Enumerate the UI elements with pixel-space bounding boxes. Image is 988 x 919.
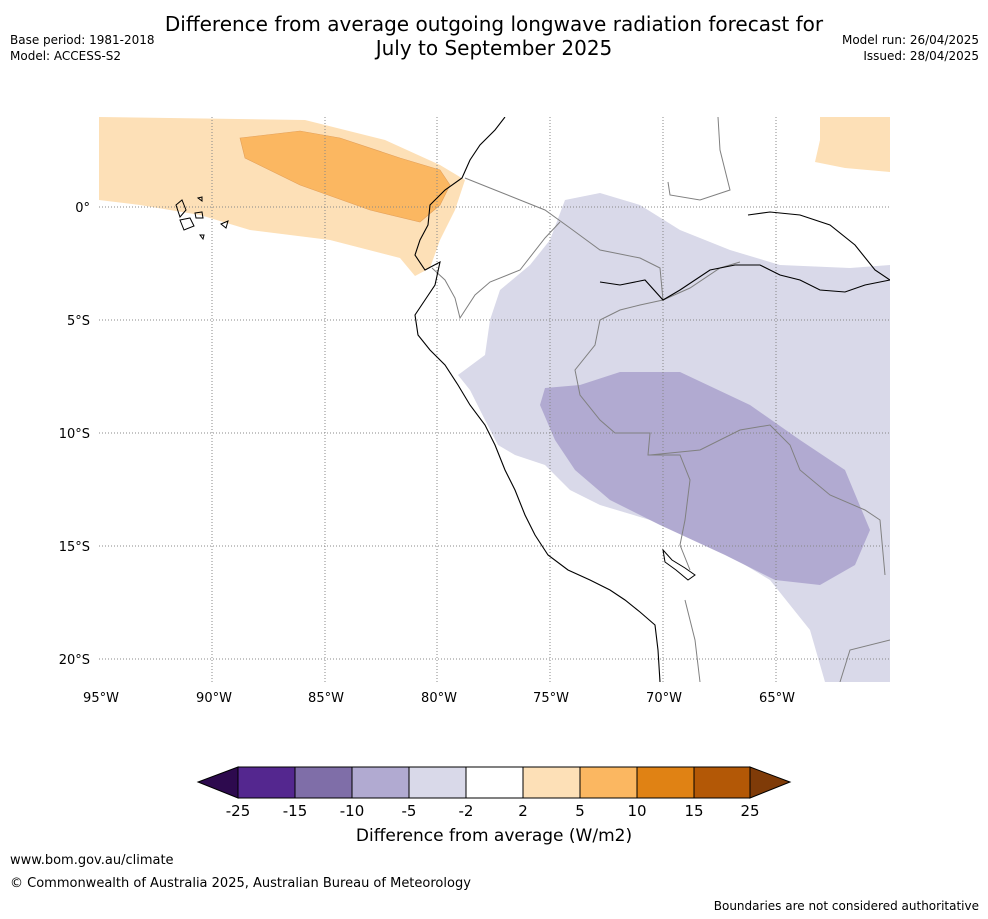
colorbar-bin [294, 766, 353, 799]
lon-label-95w: 95°W [83, 691, 119, 706]
lon-label-65w: 65°W [759, 691, 795, 706]
colorbar-tick-labels: -25 -15 -10 -5 -2 2 5 10 15 25 [226, 802, 760, 820]
lon-label-75w: 75°W [533, 691, 569, 706]
anomaly-region-mid-orange [239, 130, 451, 223]
colorbar-bin [693, 766, 751, 799]
colorbar-tick-label: -15 [283, 802, 308, 820]
rio-negro [747, 211, 890, 281]
colorbar-title: Difference from average (W/m2) [355, 826, 633, 846]
colorbar-bin [351, 766, 410, 799]
title-line-2: July to September 2025 [375, 36, 613, 60]
lat-label-10s: 10°S [59, 427, 90, 442]
colorbar-tick-label: -2 [459, 802, 474, 820]
longitude-labels: 95°W 90°W 85°W 80°W 75°W 70°W 65°W [83, 691, 795, 706]
colorbar-under-arrow [196, 766, 239, 799]
colorbar-bin [579, 766, 638, 799]
lon-label-90w: 90°W [196, 691, 232, 706]
colorbar-bin [522, 766, 581, 799]
colorbar-tick-label: -10 [340, 802, 365, 820]
colorbar-tick-label: -5 [402, 802, 417, 820]
lon-label-85w: 85°W [308, 691, 344, 706]
lon-label-80w: 80°W [421, 691, 457, 706]
meta-left: Base period: 1981-2018 Model: ACCESS-S2 [10, 32, 155, 64]
colorbar-tick-label: -25 [226, 802, 251, 820]
lat-label-20s: 20°S [59, 653, 90, 668]
model-text: Model: ACCESS-S2 [10, 49, 122, 63]
lat-label-0: 0° [75, 201, 90, 216]
issued-text: Issued: 28/04/2025 [863, 49, 979, 63]
title-line-1: Difference from average outgoing longwav… [164, 12, 824, 36]
lat-label-5s: 5°S [67, 314, 90, 329]
colorbar-bin [237, 766, 296, 799]
lon-label-70w: 70°W [646, 691, 682, 706]
colorbar-over-arrow [749, 766, 792, 799]
lat-label-15s: 15°S [59, 540, 90, 555]
colorbar-bin [636, 766, 695, 799]
amazon-river [599, 264, 890, 301]
galapagos-islands [175, 196, 229, 241]
colorbar-tick-label: 2 [518, 802, 528, 820]
colorbar-bin [408, 766, 467, 799]
base-period-text: Base period: 1981-2018 [10, 33, 155, 47]
footer-copyright: © Commonwealth of Australia 2025, Austra… [10, 876, 471, 891]
footer-disclaimer: Boundaries are not considered authoritat… [713, 899, 979, 913]
colorbar: -25 -15 -10 -5 -2 2 5 10 15 25 [196, 766, 792, 820]
lake-titicaca [662, 548, 696, 581]
colorbar-tick-label: 5 [575, 802, 585, 820]
graticule [99, 117, 890, 682]
anomaly-region-mid-purple [540, 372, 870, 585]
country-borders [431, 117, 890, 682]
map-title: Difference from average outgoing longwav… [0, 12, 988, 60]
colorbar-tick-label: 25 [740, 802, 759, 820]
model-run-text: Model run: 26/04/2025 [841, 33, 979, 47]
anomaly-region-light-orange-ne [815, 117, 890, 172]
colorbar-bin [465, 766, 524, 799]
map-panel [99, 117, 890, 682]
coastline [414, 117, 661, 682]
colorbar-tick-label: 10 [627, 802, 646, 820]
meta-right: Model run: 26/04/2025 Issued: 28/04/2025 [842, 32, 979, 64]
colorbar-tick-label: 15 [684, 802, 703, 820]
footer-url: www.bom.gov.au/climate [10, 853, 174, 868]
latitude-labels: 0° 5°S 10°S 15°S 20°S [59, 201, 90, 668]
